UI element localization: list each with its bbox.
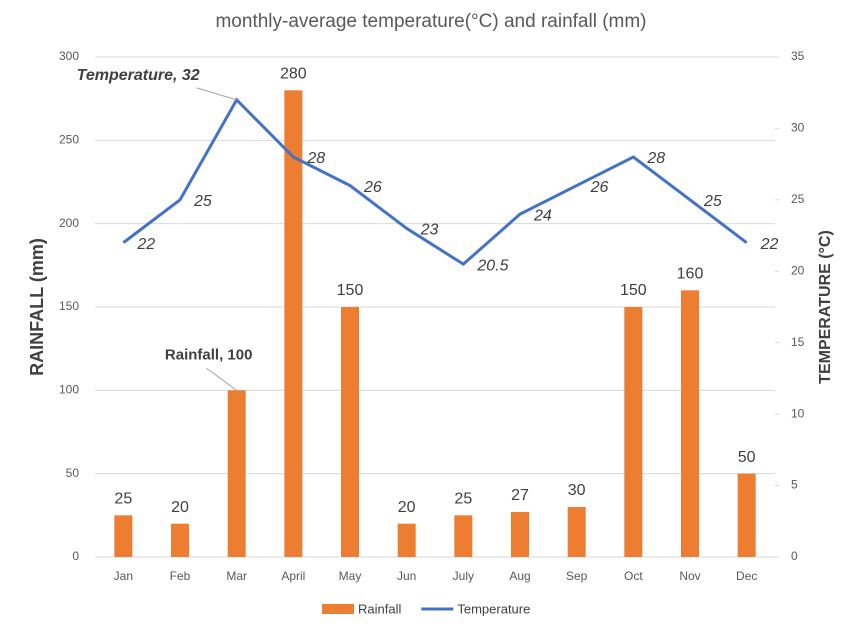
data-label: 25 <box>114 491 132 508</box>
data-label: 30 <box>568 482 586 499</box>
line <box>122 97 748 267</box>
leader-line <box>196 87 237 101</box>
legend-swatch <box>322 604 354 614</box>
bar <box>624 307 643 557</box>
y-tick-label: 150 <box>59 299 79 313</box>
bar <box>227 390 246 557</box>
y2-tick-label: 5 <box>791 478 798 492</box>
bar <box>341 307 359 557</box>
legend-label: Temperature <box>457 601 530 616</box>
data-label: 28 <box>306 150 325 167</box>
x-tick-label: Dec <box>736 569 757 583</box>
x-tick-label: Jan <box>114 569 133 583</box>
x-tick-label: July <box>453 569 474 583</box>
data-label: 25 <box>193 193 212 210</box>
data-label: Temperature, 32 <box>77 67 200 84</box>
data-label: 50 <box>738 449 756 466</box>
y-axis-title: RAINFALL (mm) <box>27 238 47 376</box>
bar <box>511 512 529 557</box>
y2-tick-label: 0 <box>791 549 798 563</box>
y-tick-label: 250 <box>59 133 79 147</box>
data-label: 28 <box>646 150 665 167</box>
data-label: 22 <box>136 236 155 253</box>
y2-tick-label: 10 <box>791 406 805 420</box>
y2-tick-label: 20 <box>791 263 805 277</box>
bar <box>454 515 473 557</box>
x-tick-label: Jun <box>397 569 416 583</box>
x-tick-label: April <box>281 569 305 583</box>
y2-tick-label: 35 <box>791 49 805 63</box>
legend-label: Rainfall <box>358 601 401 616</box>
data-label: 20.5 <box>476 257 508 274</box>
data-label: 160 <box>677 266 704 283</box>
data-label: 22 <box>760 236 779 253</box>
y-tick-label: 50 <box>66 466 80 480</box>
data-label: 20 <box>398 499 416 516</box>
y-tick-label: 100 <box>59 383 79 397</box>
bar <box>171 523 189 557</box>
y2-tick-label: 25 <box>791 192 805 206</box>
x-tick-label: Oct <box>624 569 643 583</box>
x-tick-label: Aug <box>509 569 530 583</box>
leader-line <box>206 367 237 391</box>
x-tick-label: Feb <box>170 569 191 583</box>
data-label: Rainfall, 100 <box>165 346 253 363</box>
bar <box>737 473 756 557</box>
data-label: 26 <box>363 179 382 196</box>
data-label: 27 <box>511 487 529 504</box>
y-tick-label: 0 <box>72 549 79 563</box>
y2-tick-label: 15 <box>791 335 805 349</box>
data-label: 25 <box>454 491 472 508</box>
x-tick-label: May <box>339 569 362 583</box>
data-label: 26 <box>590 179 609 196</box>
data-label: 150 <box>337 282 364 299</box>
bar <box>397 523 416 557</box>
data-label: 24 <box>533 207 552 224</box>
y2-axis-title: TEMPERATURE (°C) <box>817 230 834 384</box>
data-label: 20 <box>171 499 189 516</box>
x-tick-label: Mar <box>226 569 247 583</box>
y-tick-label: 200 <box>59 216 79 230</box>
y2-tick-label: 30 <box>791 121 805 135</box>
x-tick-label: Nov <box>679 569 700 583</box>
bar <box>284 90 303 557</box>
data-label: 150 <box>620 282 647 299</box>
data-label: 23 <box>420 222 439 239</box>
bar <box>567 507 586 557</box>
y-tick-label: 300 <box>59 49 79 63</box>
x-tick-label: Sep <box>566 569 588 583</box>
bar <box>114 515 133 557</box>
data-label: 280 <box>280 66 307 83</box>
bar <box>681 290 699 557</box>
data-label: 25 <box>703 193 722 210</box>
chart-title: monthly-average temperature(°C) and rain… <box>215 11 646 32</box>
